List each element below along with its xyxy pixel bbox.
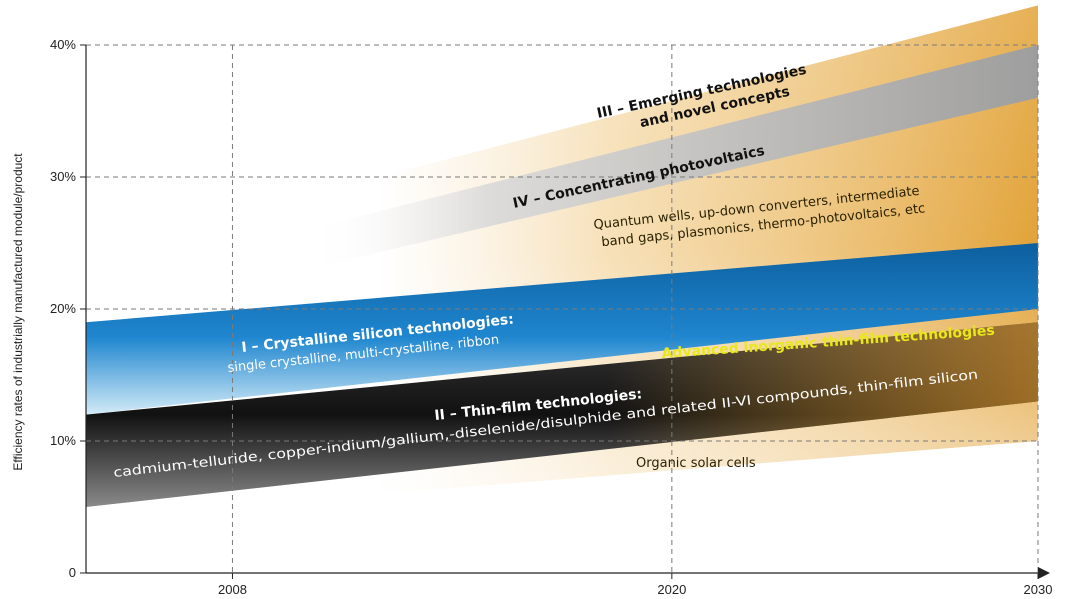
x-tick-label: 2030: [1024, 582, 1053, 597]
organic-solar-cells-label: Organic solar cells: [636, 456, 756, 471]
x-axis-arrow-icon: [1038, 567, 1050, 579]
tick-labels: 0 10% 20% 30% 40% 2008 2020 2030: [50, 37, 1052, 597]
grid: [86, 44, 1040, 573]
x-tick-label: 2020: [657, 582, 686, 597]
y-tick-label: 20%: [50, 301, 76, 316]
x-tick-label: 2008: [218, 582, 247, 597]
y-axis-label: Efficiency rates of industrially manufac…: [11, 153, 25, 471]
y-tick-label: 0: [69, 565, 76, 580]
band-thinfilm-tail: [86, 322, 1038, 507]
y-tick-label: 30%: [50, 169, 76, 184]
bands-layer: [86, 5, 1038, 507]
y-tick-label: 10%: [50, 433, 76, 448]
y-tick-label: 40%: [50, 37, 76, 52]
band-crystalline: [86, 243, 1038, 415]
